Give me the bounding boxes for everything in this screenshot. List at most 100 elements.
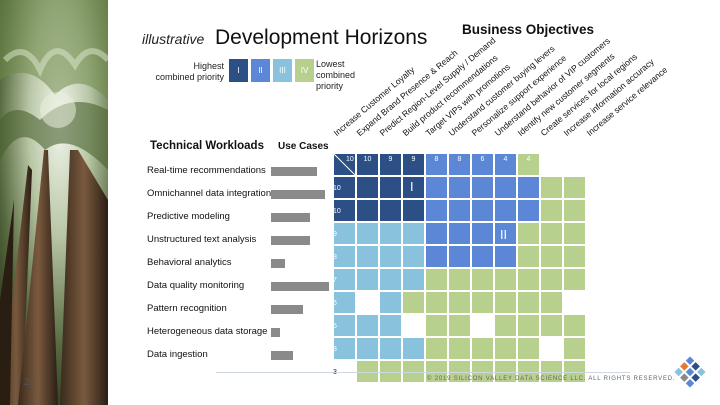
use-cases-title: Use Cases bbox=[278, 141, 329, 152]
matrix-cell bbox=[471, 245, 494, 268]
use-case-bar bbox=[271, 167, 317, 176]
matrix-cell bbox=[448, 222, 471, 245]
matrix-cell bbox=[356, 337, 379, 360]
matrix-cell bbox=[379, 291, 402, 314]
region-label-iv: IV bbox=[590, 342, 602, 356]
matrix-cell bbox=[448, 199, 471, 222]
legend-level-2: II bbox=[251, 59, 270, 82]
matrix-cell bbox=[471, 360, 494, 383]
matrix-cell bbox=[333, 314, 356, 337]
matrix-cell bbox=[563, 314, 586, 337]
matrix-cell bbox=[448, 314, 471, 337]
matrix-cell bbox=[517, 222, 540, 245]
matrix-header-cell bbox=[379, 153, 402, 176]
matrix-cell bbox=[563, 291, 586, 314]
matrix-cell bbox=[494, 199, 517, 222]
workload-score: 6 bbox=[333, 300, 337, 307]
matrix-cell bbox=[333, 360, 356, 383]
matrix-cell bbox=[333, 291, 356, 314]
matrix-cell bbox=[471, 268, 494, 291]
matrix-cell bbox=[402, 314, 425, 337]
matrix-cell bbox=[425, 360, 448, 383]
matrix-cell bbox=[471, 314, 494, 337]
matrix-cell bbox=[471, 222, 494, 245]
matrix-cell bbox=[540, 176, 563, 199]
matrix-cell bbox=[471, 337, 494, 360]
workload-label: Predictive modeling bbox=[147, 211, 230, 222]
matrix-cell bbox=[540, 199, 563, 222]
workload-label: Pattern recognition bbox=[147, 303, 227, 314]
matrix-cell bbox=[333, 222, 356, 245]
use-case-bar bbox=[271, 305, 303, 314]
matrix-cell bbox=[540, 245, 563, 268]
matrix-cell bbox=[425, 222, 448, 245]
matrix-cell bbox=[563, 176, 586, 199]
matrix-cell bbox=[540, 337, 563, 360]
matrix-cell bbox=[540, 291, 563, 314]
illustrative-label: illustrative bbox=[142, 31, 205, 47]
matrix-cell bbox=[563, 199, 586, 222]
matrix-cell bbox=[379, 176, 402, 199]
matrix-cell bbox=[471, 176, 494, 199]
matrix-cell bbox=[540, 222, 563, 245]
matrix-cell bbox=[356, 245, 379, 268]
matrix-cell bbox=[402, 245, 425, 268]
matrix-cell bbox=[494, 337, 517, 360]
region-label-iii: III bbox=[406, 321, 417, 335]
forest-photo bbox=[0, 0, 108, 405]
matrix-cell bbox=[471, 291, 494, 314]
matrix-cell bbox=[333, 245, 356, 268]
matrix-cell bbox=[425, 291, 448, 314]
workload-label: Data quality monitoring bbox=[147, 280, 245, 291]
matrix-corner-score: 10 bbox=[346, 156, 354, 163]
workload-label: Omnichannel data integration bbox=[147, 188, 272, 199]
matrix-header-cell bbox=[425, 153, 448, 176]
objective-score: 6 bbox=[480, 156, 485, 163]
matrix-cell bbox=[494, 314, 517, 337]
matrix-cell bbox=[356, 360, 379, 383]
business-objectives-title: Business Objectives bbox=[462, 22, 595, 37]
legend-level-1: I bbox=[229, 59, 248, 82]
matrix-cell bbox=[333, 337, 356, 360]
matrix-cell bbox=[563, 222, 586, 245]
matrix-cell bbox=[517, 199, 540, 222]
matrix-cell bbox=[402, 199, 425, 222]
matrix-header-cell bbox=[402, 153, 425, 176]
workload-score: 5 bbox=[333, 323, 337, 330]
matrix-cell bbox=[333, 176, 356, 199]
matrix-cell bbox=[563, 268, 586, 291]
matrix-cell bbox=[425, 176, 448, 199]
workload-label: Unstructured text analysis bbox=[147, 234, 257, 245]
matrix-cell bbox=[517, 291, 540, 314]
matrix-cell bbox=[517, 176, 540, 199]
matrix-cell bbox=[402, 268, 425, 291]
objective-score: 8 bbox=[434, 156, 439, 163]
workload-label: Behavioral analytics bbox=[147, 257, 232, 268]
region-label-i: I bbox=[410, 180, 414, 194]
objective-score: 9 bbox=[388, 156, 393, 163]
matrix-cell bbox=[494, 291, 517, 314]
matrix-cell bbox=[356, 314, 379, 337]
matrix-cell bbox=[402, 337, 425, 360]
company-logo bbox=[674, 356, 706, 388]
matrix-cell bbox=[471, 199, 494, 222]
matrix-cell bbox=[563, 245, 586, 268]
matrix-cell bbox=[448, 360, 471, 383]
matrix-cell bbox=[494, 245, 517, 268]
matrix-cell bbox=[402, 222, 425, 245]
matrix-cell bbox=[333, 199, 356, 222]
use-case-bar bbox=[271, 236, 310, 245]
matrix-cell bbox=[402, 291, 425, 314]
matrix-cell bbox=[517, 337, 540, 360]
matrix-cell bbox=[448, 245, 471, 268]
matrix-cell bbox=[356, 222, 379, 245]
matrix-cell bbox=[402, 176, 425, 199]
matrix-cell bbox=[425, 199, 448, 222]
matrix-header-cell bbox=[494, 153, 517, 176]
legend-level-3: III bbox=[273, 59, 292, 82]
matrix-cell bbox=[517, 314, 540, 337]
matrix-cell bbox=[494, 360, 517, 383]
workload-label: Data ingestion bbox=[147, 349, 208, 360]
forest-illustration bbox=[0, 0, 108, 405]
workload-score: 7 bbox=[333, 277, 337, 284]
